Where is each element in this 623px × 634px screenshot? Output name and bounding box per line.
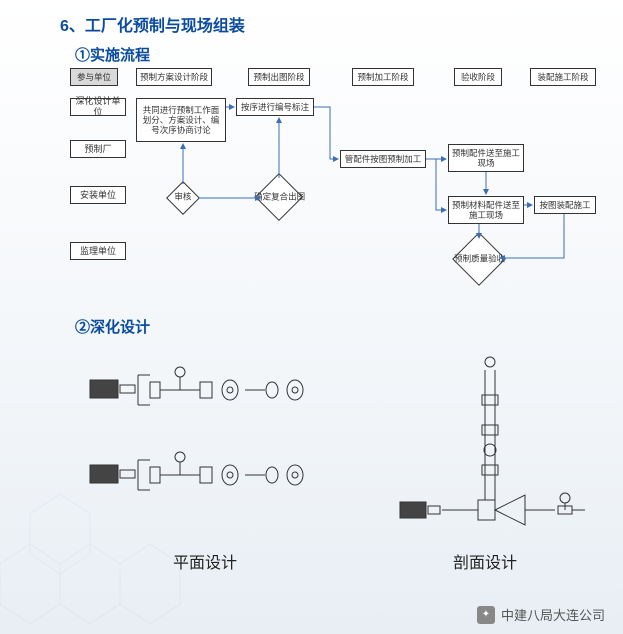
unit-install: 安装单位	[70, 186, 126, 204]
phase-processing: 预制加工阶段	[352, 68, 414, 86]
section-1-title: ①实施流程	[75, 44, 150, 65]
section-label: 剖面设计	[360, 549, 610, 573]
wechat-icon: ✦	[477, 606, 495, 624]
section-2-title: ②深化设计	[75, 316, 150, 337]
section-diagram: 剖面设计	[360, 350, 610, 580]
decision-confirm: 确定复合出图	[255, 173, 303, 221]
decision-review: 审核	[166, 181, 200, 215]
phase-design: 预制方案设计阶段	[136, 68, 212, 86]
phase-acceptance: 验收阶段	[454, 68, 502, 86]
plan-diagram: 平面设计	[80, 350, 330, 580]
plan-svg	[80, 350, 330, 540]
task-number: 按序进行编号标注	[236, 98, 314, 116]
decision-quality: 预制质量验收	[452, 232, 506, 286]
flowchart: 参与单位 预制方案设计阶段 预制出图阶段 预制加工阶段 验收阶段 装配施工阶段 …	[70, 68, 600, 308]
phase-assembly: 装配施工阶段	[530, 68, 596, 86]
unit-supervisor: 监理单位	[70, 242, 126, 260]
page-title: 6、工厂化预制与现场组装	[60, 12, 245, 36]
phase-participants: 参与单位	[70, 68, 118, 86]
section-svg	[360, 350, 610, 540]
task-deliver2: 预制材料配件送至施工现场	[448, 196, 524, 224]
task-assemble: 按图装配施工	[534, 196, 596, 214]
footer-text: 中建八局大连公司	[501, 605, 605, 624]
phase-drawing: 预制出图阶段	[248, 68, 310, 86]
task-discuss: 共同进行预制工作面划分、方案设计、编号次序协商讨论	[136, 98, 226, 142]
unit-design: 深化设计单位	[70, 98, 126, 116]
unit-factory: 预制厂	[70, 140, 126, 158]
task-deliver1: 预制配件送至施工现场	[448, 144, 524, 172]
diagrams-row: 平面设计	[60, 350, 580, 580]
plan-label: 平面设计	[80, 549, 330, 573]
footer: ✦ 中建八局大连公司	[477, 605, 605, 624]
task-pipe-process: 管配件按图预制加工	[340, 150, 426, 168]
